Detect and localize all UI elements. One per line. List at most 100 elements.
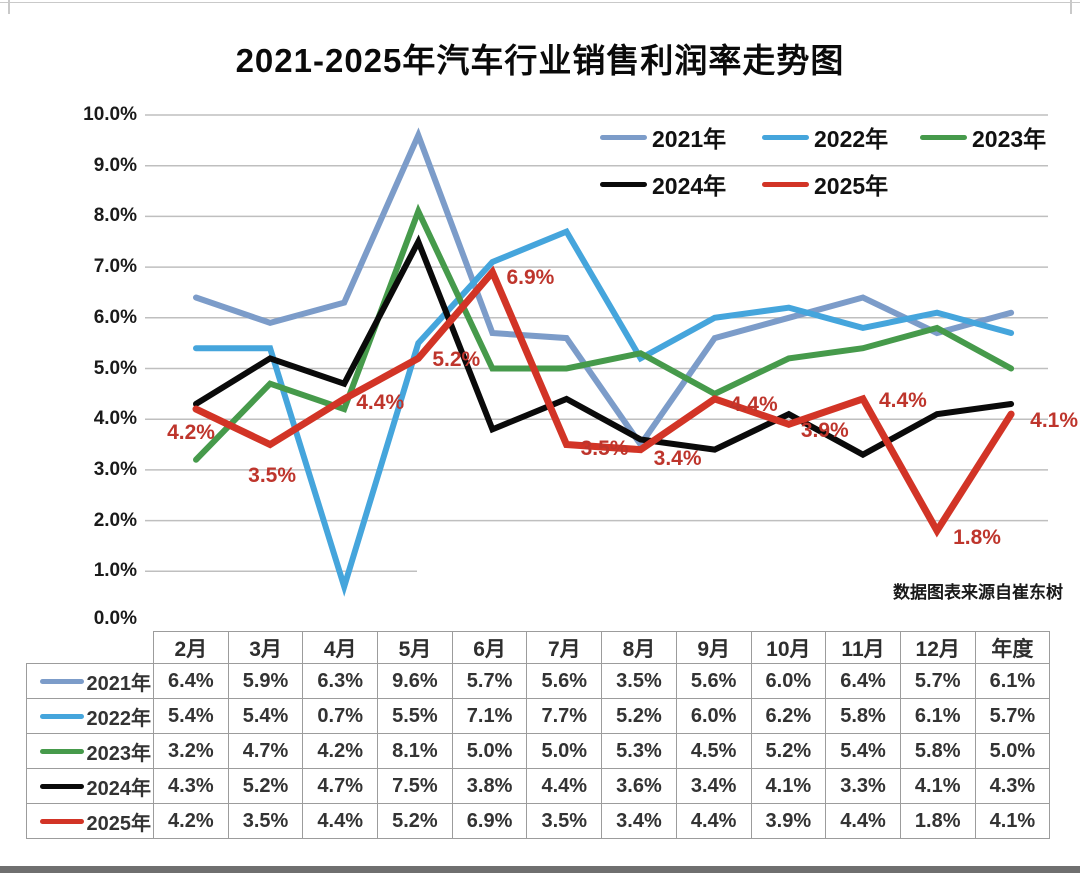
- y-axis-label: 9.0%: [93, 154, 137, 176]
- table-cell: 5.0%: [526, 733, 603, 769]
- legend-item-2024年: 2024年: [600, 167, 726, 201]
- legend-label: 2023年: [972, 126, 1047, 152]
- row-label-text: 2022年: [86, 707, 152, 730]
- table-column-header: 11月: [825, 631, 901, 664]
- row-label-text: 2024年: [86, 777, 152, 800]
- legend-item-2022年: 2022年: [762, 120, 888, 154]
- table-cell: 9.6%: [377, 663, 453, 699]
- legend-label: 2025年: [814, 173, 889, 199]
- table-cell: 4.4%: [825, 803, 901, 839]
- series-line-2021年: [193, 127, 1015, 450]
- data-table: 2月 3月 4月 5月 6月 7月 8月 9月 10月 11月 12月 年度 2021年 6.4% 5.9…: [26, 631, 1051, 839]
- legend-item-2025年: 2025年: [762, 167, 888, 201]
- table-cell: 3.9%: [750, 803, 827, 839]
- row-label-text: 2025年: [86, 812, 152, 835]
- table-row-label: 2022年: [26, 698, 154, 734]
- corner-mark-left: [8, 0, 10, 14]
- table-column-header: 12月: [899, 631, 976, 664]
- legend-item-2021年: 2021年: [600, 120, 726, 154]
- table-cell: 5.3%: [601, 733, 677, 769]
- y-axis-label: 1.0%: [93, 560, 137, 582]
- table-cell: 6.9%: [451, 803, 528, 839]
- table-header-row: 2月 3月 4月 5月 6月 7月 8月 9月 10月 11月 12月 年度: [27, 631, 1051, 664]
- y-axis-label: 7.0%: [93, 256, 137, 278]
- table-cell: 4.4%: [675, 803, 752, 839]
- table-column-header: 5月: [377, 631, 453, 664]
- y-axis-label: 4.0%: [93, 408, 137, 430]
- table-cell: 4.1%: [974, 803, 1051, 839]
- table-cell: 3.5%: [601, 663, 677, 699]
- table-row-2022年: 2022年 5.4% 5.4% 0.7% 5.5% 7.1% 7.7% 5.2% 6.0% 6.2…: [26, 698, 1051, 734]
- table-cell: 3.2%: [153, 733, 229, 769]
- table-cell: 4.4%: [526, 768, 603, 804]
- chart-title: 2021-2025年汽车行业销售利润率走势图: [235, 42, 845, 79]
- table-cell: 6.1%: [899, 698, 976, 734]
- table-cell: 4.3%: [974, 768, 1051, 804]
- corner-mark-right: [1070, 0, 1072, 14]
- legend-swatch-icon: [600, 181, 647, 187]
- table-cell: 3.4%: [675, 768, 752, 804]
- legend-label: 2022年: [814, 126, 889, 152]
- table-cell: 3.8%: [451, 768, 528, 804]
- table-column-header: 7月: [526, 631, 603, 664]
- table-row-2025年: 2025年 4.2% 3.5% 4.4% 5.2% 6.9% 3.5% 3.4% 4.4% 3.9…: [26, 803, 1051, 839]
- table-row-label: 2023年: [26, 733, 154, 769]
- y-axis-label: 3.0%: [93, 458, 137, 480]
- table-cell: 4.2%: [302, 733, 379, 769]
- table-cell: 5.4%: [153, 698, 229, 734]
- table-cell: 4.1%: [750, 768, 827, 804]
- table-column-header: 3月: [227, 631, 304, 664]
- y-axis-label: 6.0%: [93, 306, 137, 328]
- table-corner-blank: [27, 632, 154, 664]
- legend-swatch-icon: [920, 134, 967, 140]
- row-swatch-icon: [39, 748, 84, 754]
- table-cell: 4.1%: [899, 768, 976, 804]
- point-label-2025年: 3.9%: [800, 419, 849, 443]
- series-line-2025年: [192, 265, 1015, 538]
- row-swatch-icon: [39, 783, 84, 789]
- table-cell: 5.4%: [825, 733, 901, 769]
- top-hairline: [0, 2, 1080, 3]
- table-cell: 5.7%: [974, 698, 1051, 734]
- point-label-2025年: 1.8%: [953, 525, 1001, 549]
- table-cell: 4.3%: [153, 768, 229, 804]
- table-cell: 4.7%: [302, 768, 379, 804]
- y-axis-label: 8.0%: [93, 205, 137, 227]
- table-row-label: 2024年: [26, 768, 154, 804]
- table-cell: 6.0%: [750, 663, 827, 699]
- point-label-2025年: 3.5%: [248, 463, 297, 487]
- series-line-2024年: [193, 234, 1015, 459]
- source-note: 数据图表来源自崔东树: [893, 583, 1063, 602]
- row-swatch-icon: [39, 713, 84, 719]
- table-row-label: 2025年: [26, 803, 154, 839]
- table-cell: 4.2%: [153, 803, 229, 839]
- point-label-2025年: 3.5%: [580, 436, 629, 460]
- table-cell: 7.5%: [377, 768, 453, 804]
- table-cell: 5.5%: [377, 698, 453, 734]
- point-label-2025年: 4.4%: [729, 392, 778, 416]
- y-axis-label: 5.0%: [93, 357, 137, 379]
- legend-swatch-icon: [762, 134, 809, 140]
- table-cell: 7.7%: [526, 698, 603, 734]
- bottom-border-bar: [0, 866, 1080, 873]
- point-label-2025年: 4.2%: [167, 421, 215, 445]
- table-cell: 4.4%: [302, 803, 379, 839]
- row-swatch-icon: [39, 678, 84, 684]
- y-axis-label: 0.0%: [93, 608, 137, 629]
- table-row-label: 2021年: [26, 663, 154, 699]
- table-column-header: 2月: [153, 631, 229, 664]
- series-line-2022年: [193, 227, 1015, 597]
- table-cell: 4.5%: [675, 733, 752, 769]
- point-label-2025年: 4.1%: [1030, 409, 1079, 433]
- table-cell: 3.6%: [601, 768, 677, 804]
- table-cell: 3.4%: [601, 803, 677, 839]
- table-cell: 3.5%: [526, 803, 603, 839]
- point-label-2025年: 4.4%: [878, 388, 927, 412]
- table-column-header: 6月: [451, 631, 528, 664]
- table-cell: 5.7%: [451, 663, 528, 699]
- legend-item-2023年: 2023年: [920, 120, 1046, 154]
- table-cell: 6.4%: [825, 663, 901, 699]
- row-swatch-icon: [39, 818, 84, 824]
- table-cell: 6.3%: [302, 663, 379, 699]
